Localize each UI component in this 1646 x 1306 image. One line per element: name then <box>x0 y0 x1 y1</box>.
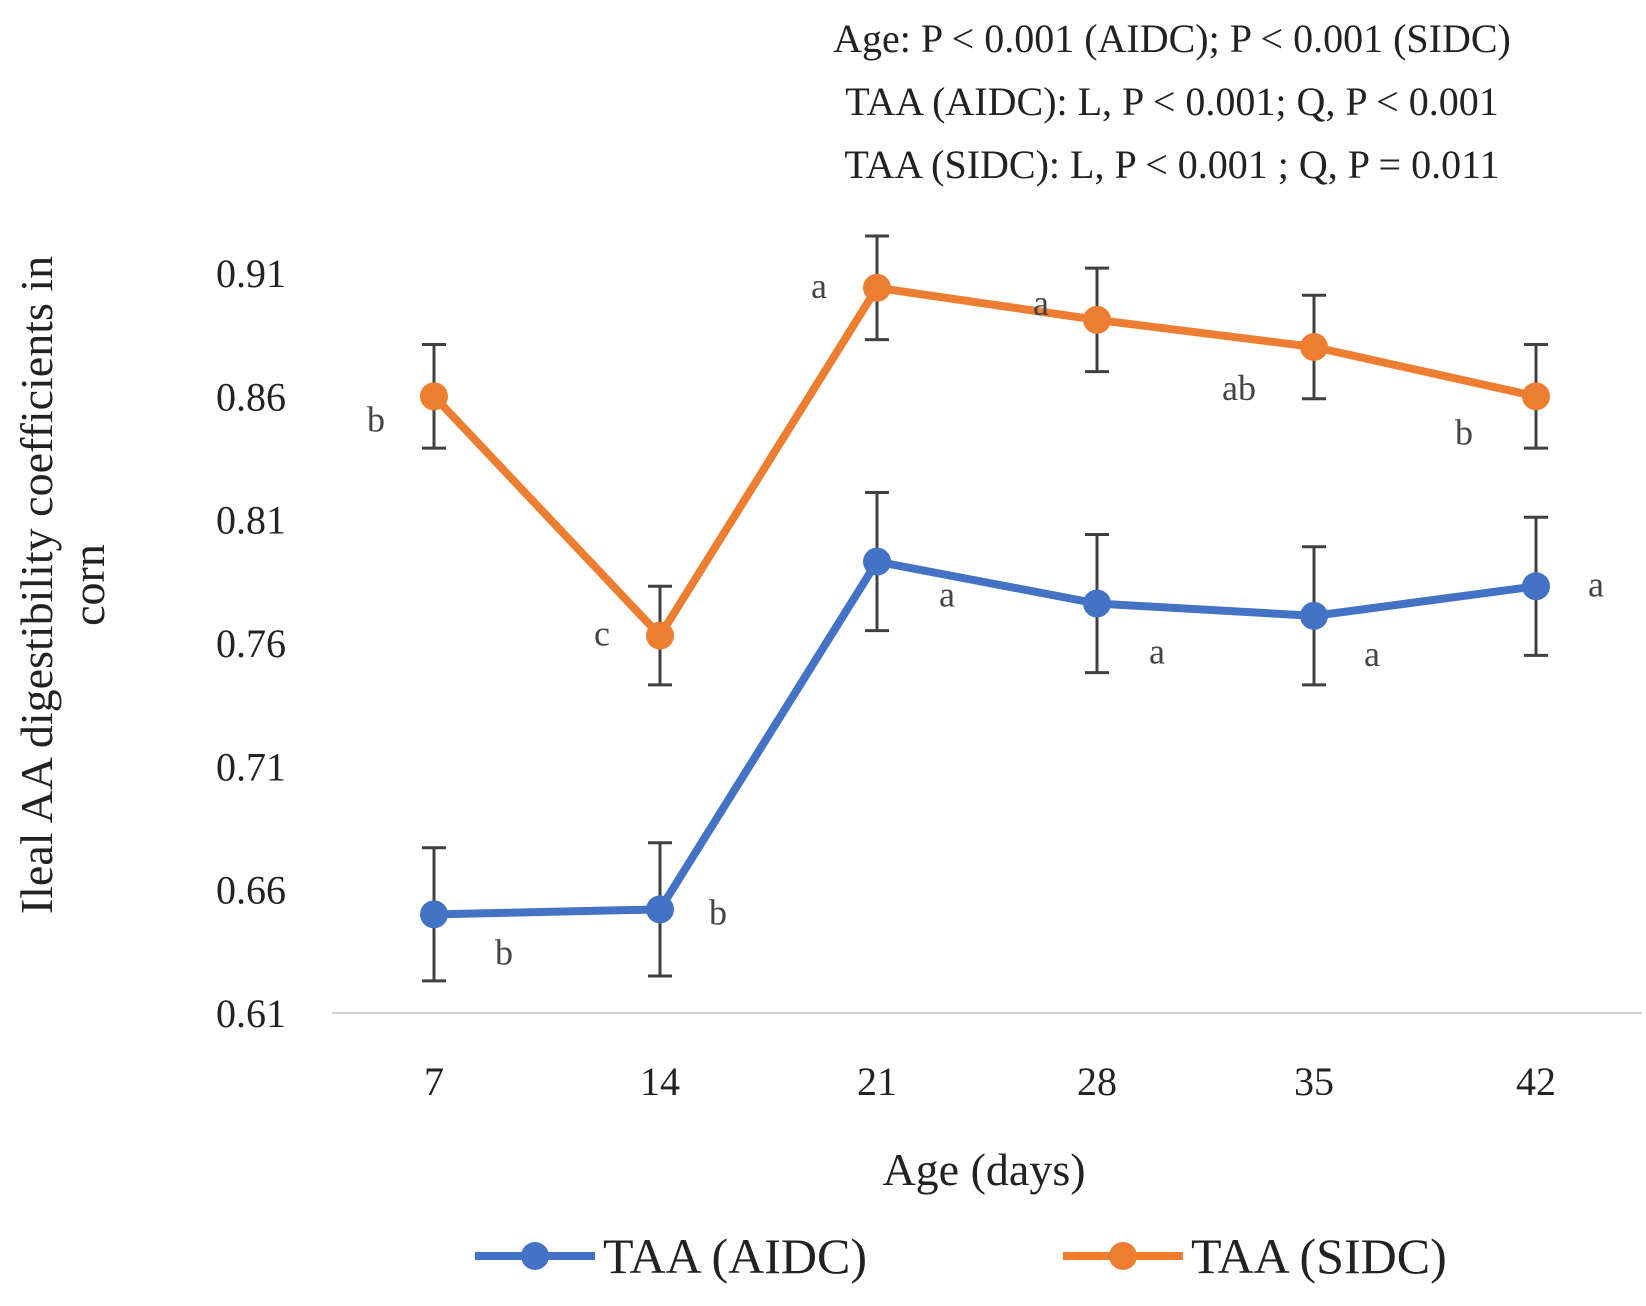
series-line <box>430 283 1540 640</box>
series-line <box>430 557 1540 919</box>
data-point <box>1083 305 1111 334</box>
stats-line-3: TAA (SIDC): L, P < 0.001 ; Q, P = 0.011 <box>844 142 1499 187</box>
x-tick-label: 14 <box>640 1059 680 1104</box>
y-tick-label: 0.66 <box>216 868 286 913</box>
data-point <box>1300 333 1328 361</box>
data-point <box>646 621 674 650</box>
significance-letter: a <box>939 575 955 615</box>
x-tick-label: 28 <box>1077 1059 1117 1104</box>
y-tick-label: 0.91 <box>216 251 286 296</box>
significance-letter: a <box>811 266 827 306</box>
legend-marker <box>1109 1242 1137 1270</box>
data-point <box>646 895 674 924</box>
y-tick-label: 0.71 <box>216 744 286 789</box>
x-tick-label: 42 <box>1516 1059 1556 1104</box>
data-point <box>863 547 891 576</box>
legend: TAA (AIDC) TAA (SIDC) <box>475 1228 1447 1284</box>
data-point <box>1300 601 1328 630</box>
legend-label: TAA (AIDC) <box>603 1228 867 1284</box>
significance-letter: a <box>1364 634 1380 674</box>
y-axis-label: Ileal AA digestibility coefficients inco… <box>11 256 114 914</box>
data-point <box>1522 382 1550 411</box>
significance-letter: a <box>1033 283 1049 323</box>
significance-letter: ab <box>1222 368 1256 408</box>
x-axis-label: Age (days) <box>882 1144 1085 1195</box>
y-axis-label-line-1: Ileal AA digestibility coefficients in <box>11 256 62 914</box>
legend-label: TAA (SIDC) <box>1191 1228 1447 1284</box>
y-tick-label: 0.81 <box>216 498 286 543</box>
x-tick-label: 21 <box>857 1059 897 1104</box>
significance-letter: a <box>1149 632 1165 672</box>
significance-letter: b <box>367 399 385 439</box>
significance-letter: b <box>1455 412 1473 452</box>
y-tick-label: 0.76 <box>216 621 286 666</box>
x-tick-label: 7 <box>424 1059 444 1104</box>
stats-line-2: TAA (AIDC): L, P < 0.001; Q, P < 0.001 <box>845 79 1498 124</box>
data-point <box>1522 572 1550 601</box>
data-point <box>420 382 448 411</box>
y-axis-ticks: 0.61 0.66 0.71 0.76 0.81 0.86 0.91 <box>216 251 286 1036</box>
significance-letter: b <box>709 892 727 932</box>
legend-item-aidc: TAA (AIDC) <box>475 1228 867 1284</box>
data-point <box>420 900 448 929</box>
statistics-annotation: Age: P < 0.001 (AIDC); P < 0.001 (SIDC) T… <box>833 16 1511 187</box>
y-axis-label-line-2: corn <box>63 544 114 626</box>
data-point <box>1083 589 1111 618</box>
y-tick-label: 0.86 <box>216 374 286 419</box>
significance-letter: a <box>1588 564 1604 604</box>
y-tick-label: 0.61 <box>216 991 286 1036</box>
x-axis-ticks: 7 14 21 28 35 42 <box>424 1059 1556 1104</box>
series-aidc: b b a a a a <box>420 491 1604 983</box>
significance-letter: c <box>594 614 610 654</box>
significance-letter: b <box>495 932 513 972</box>
legend-item-sidc: TAA (SIDC) <box>1063 1228 1447 1284</box>
x-tick-label: 35 <box>1294 1059 1334 1104</box>
stats-line-1: Age: P < 0.001 (AIDC); P < 0.001 (SIDC) <box>833 16 1511 61</box>
data-point <box>863 273 891 302</box>
legend-marker <box>521 1242 549 1270</box>
series-sidc: b c a a ab b <box>367 234 1550 687</box>
